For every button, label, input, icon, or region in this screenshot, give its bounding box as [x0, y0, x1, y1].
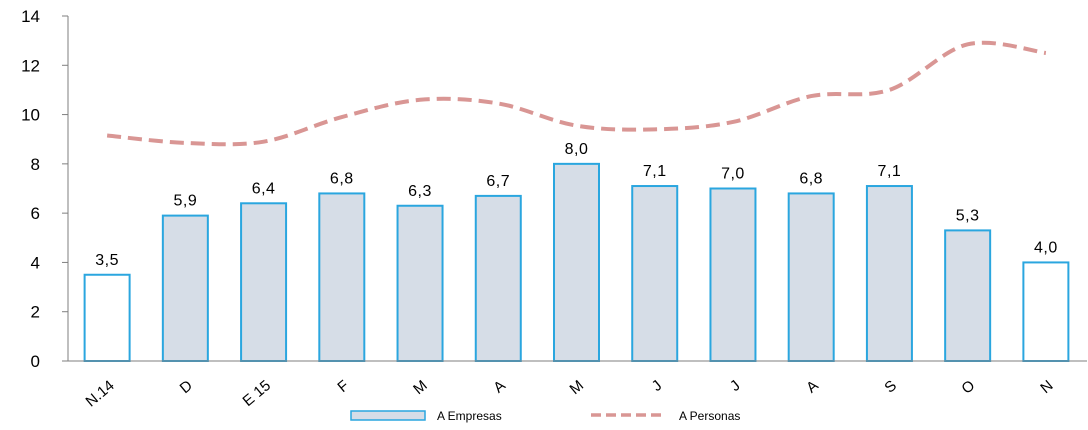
bar-empresas — [163, 216, 208, 361]
y-tick-label: 4 — [31, 253, 40, 272]
y-tick-label: 6 — [31, 204, 40, 223]
line-personas — [107, 43, 1046, 145]
legend-swatch-empresas — [351, 411, 425, 420]
bar-data-label: 6,7 — [486, 173, 510, 190]
x-tick-label: N.14 — [82, 377, 117, 410]
bar-data-label: 7,1 — [643, 163, 667, 180]
y-tick-label: 14 — [21, 7, 40, 26]
x-tick-label: N — [1037, 377, 1056, 397]
bar-data-label: 6,3 — [408, 183, 432, 200]
x-tick-label: A — [803, 377, 822, 396]
bar-empresas — [476, 196, 521, 361]
bar-data-label: 4,0 — [1034, 239, 1058, 256]
bar-data-label: 5,9 — [173, 193, 197, 210]
bar-empresas — [398, 206, 443, 361]
bar-data-label: 7,1 — [878, 163, 902, 180]
bar-empresas — [85, 275, 130, 361]
legend-label-empresas: A Empresas — [437, 409, 502, 423]
x-tick-label: E 15 — [240, 377, 275, 410]
x-tick-label: O — [958, 377, 978, 398]
legend: A Empresas A Personas — [351, 409, 740, 423]
x-tick-label: J — [649, 377, 666, 395]
y-tick-label: 10 — [21, 106, 40, 125]
bar-empresas — [867, 186, 912, 361]
bar-empresas — [710, 189, 755, 362]
bar-data-label: 6,8 — [799, 170, 823, 187]
bar-empresas — [632, 186, 677, 361]
legend-label-personas: A Personas — [679, 409, 740, 423]
bar-empresas — [789, 193, 834, 361]
bar-data-label: 6,8 — [330, 170, 354, 187]
bar-data-label: 5,3 — [956, 207, 980, 224]
x-tick-label: A — [490, 377, 509, 396]
y-tick-label: 2 — [31, 303, 40, 322]
x-tick-label: M — [410, 377, 431, 398]
x-tick-label: J — [727, 377, 744, 395]
x-tick-label: D — [177, 377, 196, 397]
bar-empresas — [241, 203, 286, 361]
bar-data-label: 6,4 — [252, 180, 276, 197]
y-tick-label: 8 — [31, 155, 40, 174]
x-tick-label: M — [567, 377, 588, 398]
bar-empresas — [319, 193, 364, 361]
bar-data-label: 3,5 — [95, 252, 119, 269]
bar-empresas — [945, 230, 990, 361]
bar-empresas — [1023, 262, 1068, 361]
x-tick-label: F — [334, 377, 352, 396]
x-tick-label: S — [881, 377, 900, 396]
bar-data-label: 7,0 — [721, 166, 745, 183]
bar-empresas — [554, 164, 599, 361]
bar-data-label: 8,0 — [565, 141, 589, 158]
y-tick-label: 0 — [31, 352, 40, 371]
y-tick-label: 12 — [21, 56, 40, 75]
